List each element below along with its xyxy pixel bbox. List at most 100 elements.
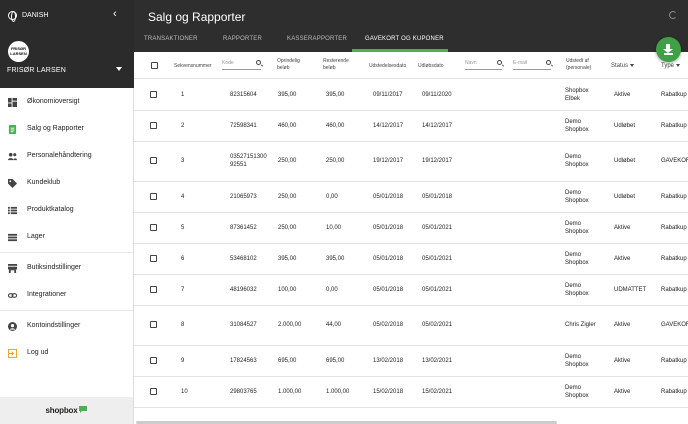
sidebar-item-label: Kundeklub [27, 179, 61, 186]
cell-original-amount: 460,00 [278, 122, 297, 129]
tab-gavekort-og-kuponer[interactable]: GAVEKORT OG KUPONER [365, 36, 444, 42]
tab-rapporter[interactable]: RAPPORTER [223, 36, 263, 42]
tab-kasserapporter[interactable]: KASSERAPPORTER [287, 36, 348, 42]
status-header-label: Status [611, 63, 629, 69]
store-icon [8, 264, 17, 273]
row-divider [134, 181, 688, 182]
row-divider [134, 212, 688, 213]
table-row[interactable] [134, 141, 688, 181]
cell-expiry-date: 05/01/2021 [422, 286, 453, 293]
sidebar-item-kontoindstillinger[interactable]: Kontoindstillinger [0, 314, 133, 338]
select-all-checkbox[interactable] [151, 62, 158, 69]
table-row[interactable] [134, 110, 688, 141]
cell-expiry-date: 05/01/2018 [422, 193, 453, 200]
table-row[interactable] [134, 243, 688, 274]
cell-type: Rabatkup [661, 122, 687, 129]
col-header-orig[interactable]: Oprindelig beløb [277, 58, 300, 71]
chevron-left-icon[interactable]: ‹ [113, 8, 117, 20]
col-header-issued[interactable]: Udstedelsesdato [369, 63, 407, 69]
cell-original-amount: 2.000,00 [278, 322, 302, 328]
sidebar-item-log-ud[interactable]: Log ud [0, 341, 133, 365]
cell-issued-date: 14/12/2017 [373, 122, 404, 129]
cell-status: Aktive [614, 224, 631, 231]
sidebar-item-label: Log ud [27, 349, 49, 356]
cell-code-line2: 92551 [230, 162, 247, 168]
table-row[interactable] [134, 376, 688, 407]
sidebar-item-butiksindstillinger[interactable]: Butiksindstillinger [0, 256, 133, 280]
cell-issued-by: Demo [565, 189, 582, 196]
chat-bubble-icon [79, 406, 88, 413]
download-button[interactable] [656, 37, 681, 62]
cell-issued-date: 05/01/2018 [373, 224, 404, 231]
horizontal-scrollbar[interactable] [136, 421, 557, 424]
cell-expiry-date: 05/02/2021 [422, 322, 453, 328]
sidebar-item-kundeklub[interactable]: Kundeklub [0, 171, 133, 195]
cell-issued-by: Chris Zigler [565, 322, 596, 328]
search-icon [497, 60, 502, 65]
sidebar-item-lager[interactable]: Lager [0, 225, 133, 249]
sidebar-item-personalehaandtering[interactable]: Personalehåndtering [0, 144, 133, 168]
row-checkbox[interactable] [150, 254, 157, 262]
cell-issued-by: Demo [565, 384, 582, 391]
table-row[interactable] [134, 345, 688, 376]
list-icon [8, 206, 17, 215]
row-checkbox[interactable] [150, 121, 157, 129]
sidebar-item-label: Personalehåndtering [27, 152, 92, 159]
row-checkbox[interactable] [150, 285, 157, 293]
table-row[interactable] [134, 274, 688, 305]
col-header-type[interactable]: Type [661, 63, 681, 70]
cell-original-amount: 695,00 [278, 357, 297, 364]
cell-status: UDMATTET [614, 286, 647, 293]
sidebar-item-oekonomioversigt[interactable]: Økonomioversigt [0, 90, 133, 114]
table-row[interactable] [134, 305, 688, 345]
cell-remaining-amount: 1.000,00 [326, 388, 350, 395]
cell-remaining-amount: 395,00 [326, 255, 345, 262]
col-header-issued-by[interactable]: Udstedt af (personale) [566, 58, 592, 71]
cell-status: Aktive [614, 91, 631, 98]
code-filter-input[interactable]: Kode [222, 60, 261, 70]
caret-down-icon[interactable] [116, 67, 122, 71]
refresh-icon[interactable] [669, 11, 677, 19]
col-header-seq[interactable]: Sekvensnummer [174, 63, 212, 69]
language-selector[interactable]: DANISH [8, 11, 48, 22]
cell-seq: 2 [181, 122, 185, 129]
table-row[interactable] [134, 181, 688, 212]
sidebar-item-integrationer[interactable]: Integrationer [0, 283, 133, 307]
row-checkbox[interactable] [150, 356, 157, 364]
row-divider [134, 345, 688, 346]
cell-remaining-amount: 0,00 [326, 286, 338, 293]
col-header-expires[interactable]: Udløbsdato [418, 63, 444, 69]
cell-issued-by-line2: Shopbox [565, 392, 589, 399]
table-row[interactable] [134, 212, 688, 243]
sidebar-item-salg-og-rapporter[interactable]: Salg og Rapporter [0, 117, 133, 141]
col-header-rest[interactable]: Resterende beløb [323, 58, 349, 71]
active-tab-indicator [352, 49, 448, 52]
tab-transaktioner[interactable]: TRANSAKTIONER [144, 36, 198, 42]
header-divider [134, 78, 688, 79]
cell-code: 03527151300 [230, 154, 267, 160]
col-header-status[interactable]: Status [611, 63, 635, 70]
cell-type: Rabatkup [661, 224, 687, 231]
cell-type: Rabatkup [661, 193, 687, 200]
cell-expiry-date: 13/02/2021 [422, 357, 453, 364]
row-checkbox[interactable] [150, 192, 157, 200]
email-filter-input[interactable]: E-mail [513, 60, 551, 70]
sidebar-footer: shopbox [0, 397, 133, 424]
user-name[interactable]: FRISØR LARSEN [7, 67, 66, 74]
row-checkbox[interactable] [150, 223, 157, 231]
sidebar-item-label: Butiksindstillinger [27, 264, 82, 271]
row-checkbox[interactable] [150, 157, 157, 164]
name-filter-input[interactable]: Navn [465, 60, 502, 70]
store-logo: FRISØR LARSEN [8, 41, 29, 62]
cell-remaining-amount: 250,00 [326, 158, 345, 164]
row-checkbox[interactable] [150, 321, 157, 328]
cell-issued-by-line2: Shopbox [565, 361, 589, 368]
cell-issued-by: Demo [565, 353, 582, 360]
table-row[interactable] [134, 79, 688, 110]
cell-issued-by: Demo [565, 282, 582, 289]
sidebar-item-produktkatalog[interactable]: Produktkatalog [0, 198, 133, 222]
row-checkbox[interactable] [150, 90, 157, 98]
cell-expiry-date: 19/12/2017 [422, 158, 453, 164]
row-checkbox[interactable] [150, 387, 157, 395]
tab-bar: TRANSAKTIONER RAPPORTER KASSERAPPORTER G… [134, 29, 688, 52]
